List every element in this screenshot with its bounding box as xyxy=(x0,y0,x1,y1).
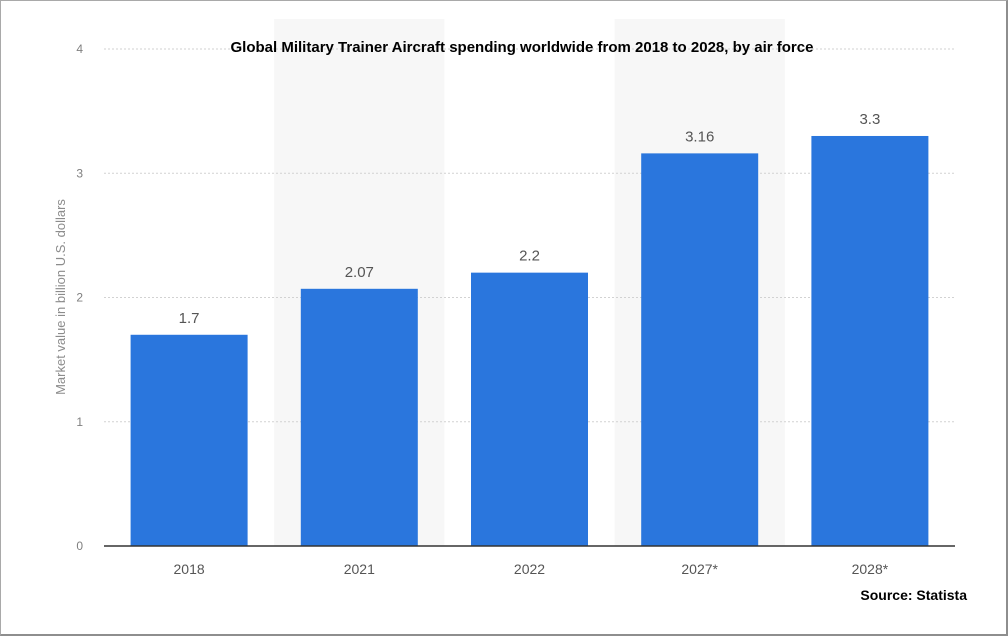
y-axis-label: Market value in billion U.S. dollars xyxy=(53,199,68,395)
y-tick-label: 0 xyxy=(76,539,83,553)
category-label: 2028* xyxy=(852,561,889,577)
bar-2027-projected xyxy=(641,153,759,546)
category-label: 2027* xyxy=(681,561,718,577)
category-labels: 2018 2021 2022 2027* 2028* xyxy=(174,561,889,577)
bar-2022 xyxy=(471,272,588,546)
bars xyxy=(130,135,929,546)
category-label: 2021 xyxy=(344,561,375,577)
value-label: 3.16 xyxy=(685,128,714,145)
value-label: 3.3 xyxy=(859,111,880,128)
chart-title: Global Military Trainer Aircraft spendin… xyxy=(231,39,814,56)
value-label: 2.2 xyxy=(519,248,540,265)
bar-2021 xyxy=(300,288,418,546)
value-label: 1.7 xyxy=(179,310,200,327)
category-label: 2022 xyxy=(514,561,545,577)
y-tick-label: 4 xyxy=(76,42,83,56)
y-tick-label: 1 xyxy=(76,415,83,429)
bar-2028-projected xyxy=(811,135,929,546)
bar-2018 xyxy=(130,334,248,546)
value-label: 2.07 xyxy=(345,264,374,281)
value-labels: 1.7 2.07 2.2 3.16 3.3 xyxy=(179,111,881,327)
source-label: Source: Statista xyxy=(860,587,967,603)
y-tick-label: 3 xyxy=(76,166,83,180)
y-tick-label: 2 xyxy=(76,291,83,305)
category-label: 2018 xyxy=(174,561,205,577)
y-tick-labels: 0 1 2 3 4 xyxy=(76,42,83,553)
